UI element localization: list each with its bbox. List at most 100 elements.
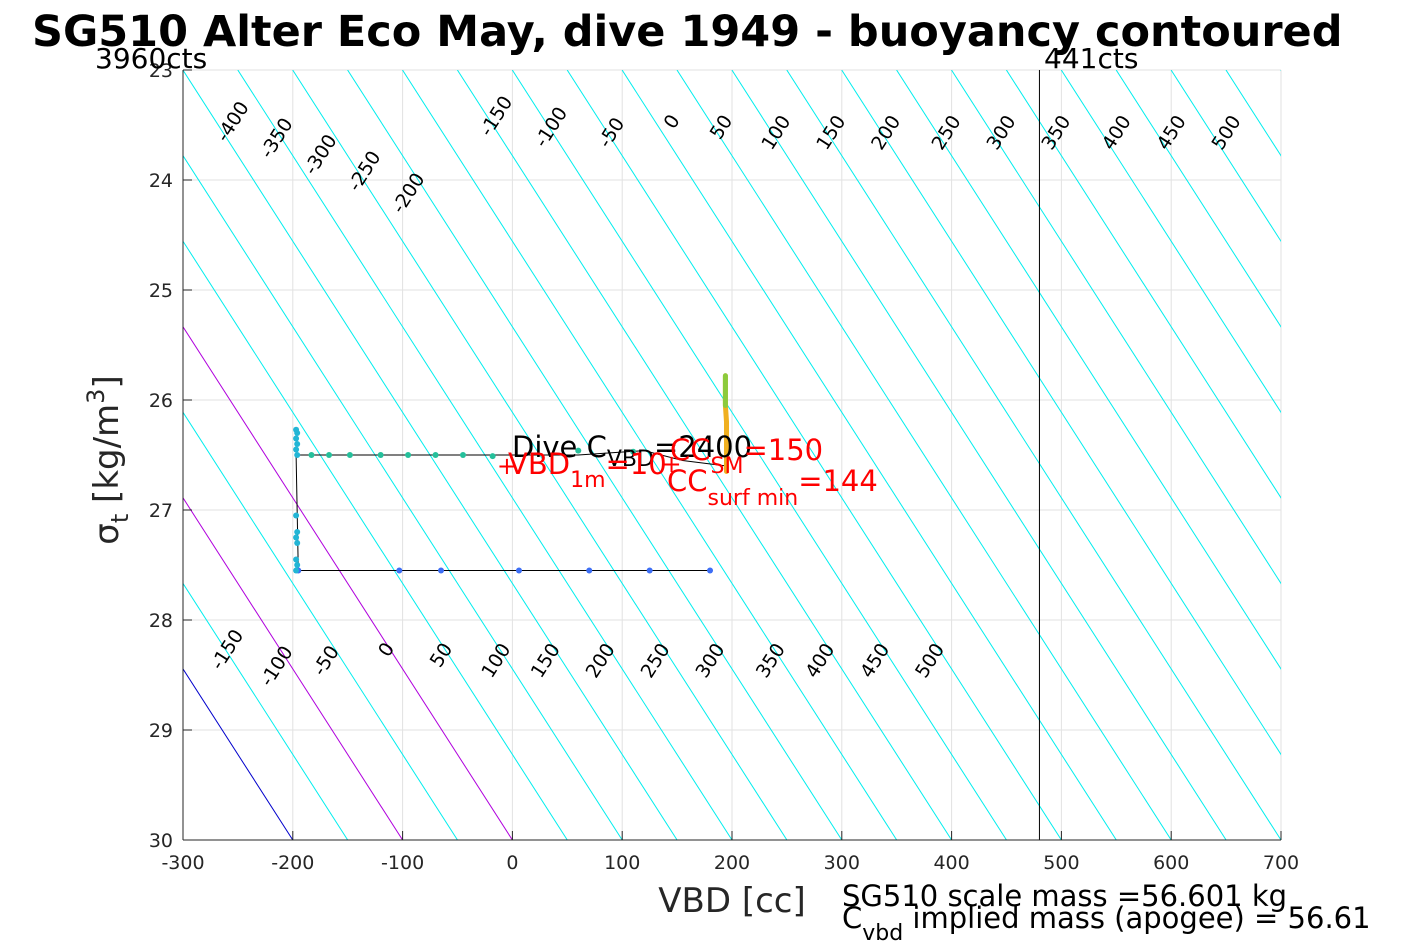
- annotation-markers: + +: [497, 450, 682, 480]
- annotation-marker: +: [497, 452, 517, 480]
- apogee-point: [294, 430, 301, 436]
- y-tick-label: 30: [149, 830, 173, 852]
- contour-line: [183, 411, 458, 840]
- cc-sm-label: CCSM=150: [670, 433, 823, 479]
- contour-line: [183, 582, 349, 840]
- y-tick-label: 27: [149, 500, 173, 522]
- footer-c: C: [842, 901, 862, 935]
- annotation-marker: +: [662, 450, 682, 478]
- climb-point: [459, 452, 466, 458]
- y-tick-label: 24: [149, 170, 173, 192]
- vbd-1m-annotation: VBD1m=10: [508, 447, 667, 493]
- x-tick-label: 200: [714, 852, 750, 874]
- apogee-point: [293, 567, 300, 574]
- descent-point: [707, 567, 714, 574]
- climb-point: [432, 452, 439, 458]
- contour-line: [621, 70, 1117, 840]
- climb-point: [326, 452, 333, 458]
- contour-line: [183, 668, 294, 840]
- contour-line: [1336, 70, 1417, 840]
- contour-line: [676, 70, 1172, 840]
- y-axis-label-sub: t: [106, 514, 134, 523]
- contour-line: [896, 70, 1281, 670]
- cc-surf-min-annotation: CCsurf min=144: [667, 464, 878, 511]
- apogee-point: [293, 534, 300, 541]
- contour-line: [1170, 70, 1281, 243]
- y-tick-label: 25: [149, 280, 173, 302]
- scale-mass-footer: SG510 scale mass =56.601 kg: [842, 879, 1287, 913]
- cc-surf-min-value: =144: [798, 464, 878, 498]
- dive-c-label: Dive CVBD=2400: [512, 430, 752, 472]
- footer-implied-mass: implied mass (apogee) = 56.61: [903, 901, 1370, 935]
- cc-sm-value: =150: [743, 433, 823, 467]
- contour-line: [841, 70, 1281, 756]
- climb-point: [489, 453, 496, 460]
- contour-line: [511, 70, 1007, 840]
- x-tick-label: 0: [506, 852, 518, 874]
- climb-point: [308, 452, 315, 458]
- y-tick-label: 26: [149, 390, 173, 412]
- contour-line: [402, 70, 898, 840]
- dive-c-value: =2400: [654, 430, 752, 464]
- descent-point: [396, 567, 403, 574]
- x-tick-label: 600: [1153, 852, 1189, 874]
- right-count-label: 441cts: [1044, 42, 1138, 75]
- cc-sm-sub: SM: [711, 454, 744, 479]
- y-axis-label-close: ]: [87, 375, 127, 388]
- apogee-point: [293, 435, 300, 442]
- contour-line: [1115, 70, 1281, 328]
- climb-point: [575, 447, 582, 454]
- cc-surf-min-sub: surf min: [708, 486, 799, 511]
- y-tick-label: 23: [149, 60, 173, 82]
- cc-sm-annotation: CCSM=150: [670, 433, 823, 479]
- apogee-point: [294, 441, 301, 447]
- contour-line: [731, 70, 1227, 840]
- y-axis-label: σt [kg/m3]: [82, 375, 134, 544]
- contour-line: [1060, 70, 1281, 414]
- climb-point: [346, 452, 353, 458]
- x-tick-labels: -300 -200 -100 0 100 200 300 400 500 600 700: [161, 852, 1299, 874]
- x-tick-label: -100: [381, 852, 424, 874]
- contour-line: [456, 70, 953, 840]
- dive-c-sub: VBD: [607, 447, 654, 472]
- contour-line: [183, 496, 404, 840]
- x-tick-label: 300: [824, 852, 860, 874]
- chart-title: SG510 Alter Eco May, dive 1949 - buoyanc…: [32, 7, 1343, 57]
- y-tick-label: 29: [149, 720, 173, 742]
- contour-line: [951, 70, 1281, 585]
- y-axis-label-unit: [kg/m: [87, 404, 127, 503]
- left-count-label: 3960cts: [95, 42, 207, 75]
- descent-point: [586, 567, 593, 574]
- implied-mass-footer: Cvbd implied mass (apogee) = 56.61: [842, 901, 1371, 945]
- y-tick-labels: 23 24 25 26 27 28 29 30: [149, 60, 173, 852]
- climb-point: [630, 448, 637, 455]
- x-tick-label: 700: [1263, 852, 1299, 874]
- x-tick-label: 100: [604, 852, 640, 874]
- y-axis-label-sup: 3: [82, 389, 110, 404]
- apogee-point: [294, 540, 301, 546]
- x-tick-label: 400: [933, 852, 969, 874]
- apogee-point: [294, 562, 301, 568]
- apogee-point: [294, 529, 301, 535]
- apogee-point: [293, 556, 300, 563]
- x-axis-label: VBD [cc]: [658, 881, 806, 921]
- vbd-1m-label: VBD1m=10: [508, 447, 667, 493]
- vbd-1m-sub: 1m: [570, 468, 605, 493]
- descent-point: [515, 567, 522, 574]
- x-tick-label: -200: [271, 852, 314, 874]
- contour-line: [183, 325, 513, 840]
- contour-line: [1005, 70, 1281, 499]
- y-axis-label-symbol: σ: [87, 523, 127, 545]
- contour-lines: [183, 70, 1417, 840]
- x-tick-label: 500: [1043, 852, 1079, 874]
- cc-surf-min-label: CCsurf min=144: [667, 464, 878, 511]
- contour-line: [786, 70, 1281, 840]
- descent-point: [438, 567, 445, 574]
- contour-line: [566, 70, 1062, 840]
- descent-point: [646, 567, 653, 574]
- contour-line: [347, 70, 843, 840]
- dive-c-annotation: Dive CVBD=2400: [512, 430, 752, 472]
- apogee-point: [293, 446, 300, 453]
- x-tick-label: -300: [161, 852, 204, 874]
